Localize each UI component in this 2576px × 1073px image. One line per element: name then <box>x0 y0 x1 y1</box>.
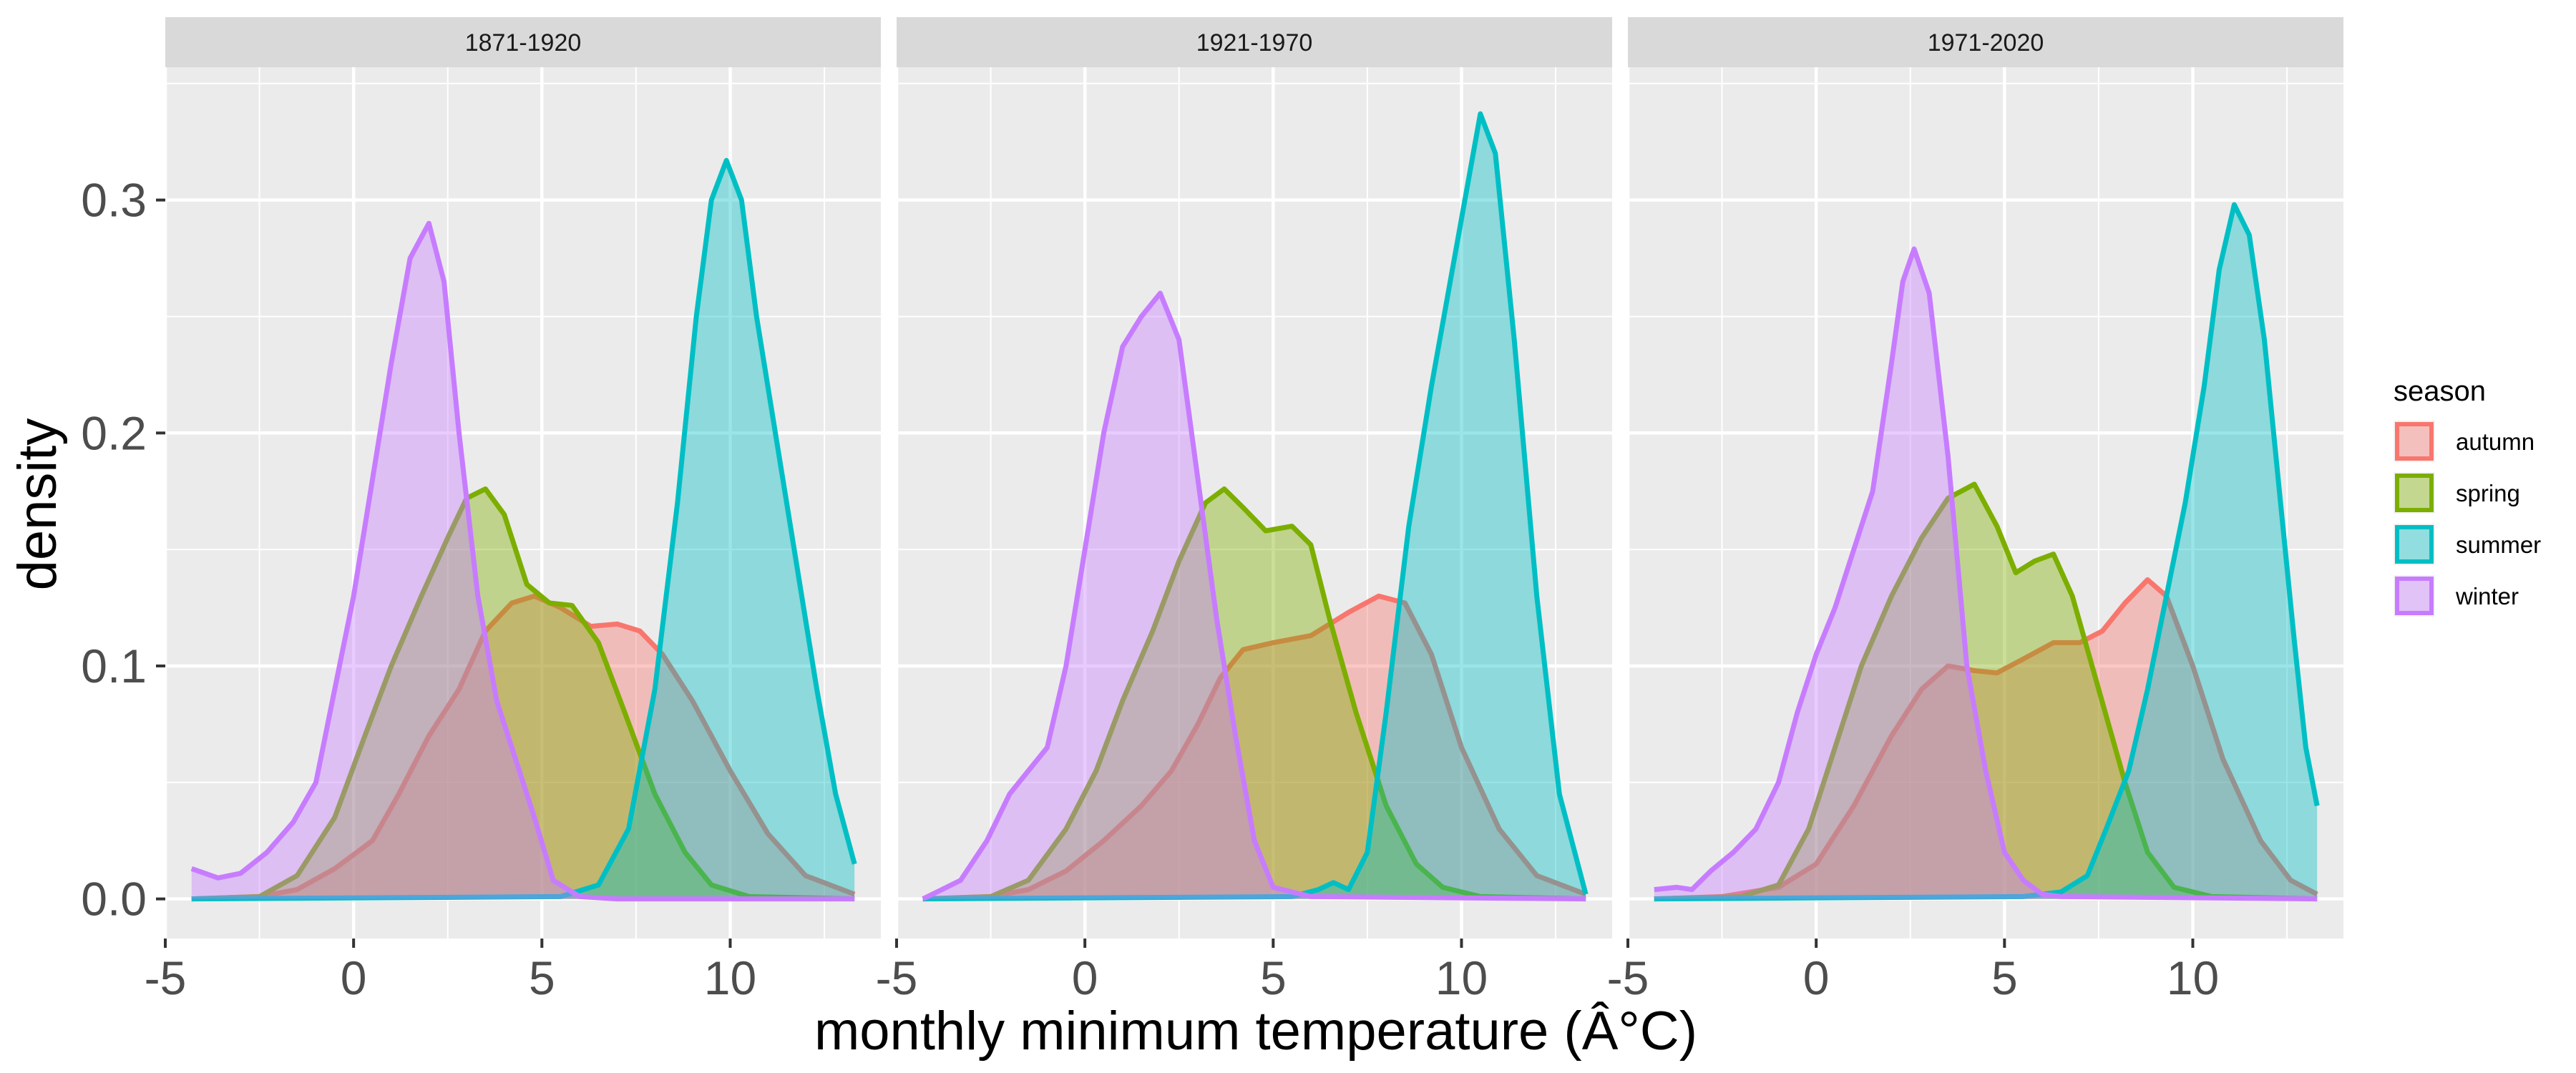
density-line-winter <box>190 220 855 902</box>
x-tick-label: 10 <box>1435 951 1488 1004</box>
density-area-autumn <box>191 596 855 899</box>
facet-strip-label: 1971-2020 <box>1928 29 2044 57</box>
facet-strip-label: 1871-1920 <box>465 29 582 57</box>
x-tick-label: 10 <box>2167 951 2219 1004</box>
legend-key-autumn <box>2395 422 2434 461</box>
density-area-winter <box>191 223 855 899</box>
panel-background <box>165 67 881 939</box>
facet-strip-label: 1921-1970 <box>1196 29 1313 57</box>
density-area-spring <box>922 489 1586 899</box>
density-area-spring <box>191 489 855 899</box>
density-line-winter <box>922 290 1586 902</box>
x-tick-label: -5 <box>1607 951 1649 1004</box>
density-line-summer <box>191 157 857 902</box>
y-axis: 0.0 0.1 0.2 0.3 <box>81 174 165 926</box>
x-tick-label: 0 <box>1803 951 1830 1004</box>
legend-label-spring: spring <box>2456 480 2520 506</box>
x-tick-label: -5 <box>145 951 187 1004</box>
facet-panel: 1921-1970 <box>894 17 1612 939</box>
y-axis-title: density <box>7 418 68 591</box>
x-axes: -5 0 5 10 -5 0 5 10 -5 0 5 10 <box>145 939 2219 1004</box>
density-line-summer <box>922 111 1589 902</box>
density-area-winter <box>922 293 1586 899</box>
legend-key-background <box>2394 421 2435 462</box>
facet-strip <box>1628 17 2343 67</box>
y-tick-label: 0.1 <box>81 640 147 692</box>
x-tick-label: 10 <box>704 951 756 1004</box>
legend-key-background <box>2394 472 2435 514</box>
x-tick-label: -5 <box>876 951 918 1004</box>
y-tick-label: 0.2 <box>81 406 147 459</box>
density-area-summer <box>191 160 855 899</box>
legend: season autumn spring summer winter <box>2394 376 2541 617</box>
density-line-autumn <box>922 593 1587 902</box>
legend-key-summer <box>2395 525 2434 564</box>
density-area-summer <box>922 114 1586 899</box>
x-tick-label: 5 <box>1991 951 2018 1004</box>
facet-panels: 1871-1920 1921-1970 1971-2020 <box>163 17 2343 939</box>
panel-background <box>897 67 1612 939</box>
facet-strip <box>165 17 881 67</box>
legend-key-background <box>2394 524 2435 565</box>
density-line-spring <box>191 486 855 902</box>
y-tick-label: 0.3 <box>81 174 147 227</box>
density-area-summer <box>1654 205 2318 899</box>
x-tick-label: 0 <box>1072 951 1098 1004</box>
legend-key-spring <box>2395 474 2434 512</box>
x-tick-label: 5 <box>1260 951 1287 1004</box>
facet-panel: 1971-2020 <box>1626 17 2343 939</box>
x-tick-label: 0 <box>341 951 367 1004</box>
legend-key-background <box>2394 575 2435 617</box>
facet-strip <box>897 17 1612 67</box>
density-line-spring <box>922 486 1586 902</box>
legend-label-autumn: autumn <box>2456 428 2534 455</box>
legend-label-winter: winter <box>2455 583 2519 609</box>
density-area-winter <box>1654 249 2318 899</box>
legend-label-summer: summer <box>2456 531 2541 558</box>
density-line-autumn <box>191 593 856 902</box>
density-line-winter <box>1654 246 2318 902</box>
density-line-spring <box>1654 481 2318 902</box>
facet-panel: 1871-1920 <box>163 17 881 939</box>
legend-key-winter <box>2395 577 2434 615</box>
legend-title: season <box>2394 376 2486 407</box>
x-tick-label: 5 <box>529 951 555 1004</box>
density-line-summer <box>1654 202 2320 902</box>
density-line-autumn <box>1654 577 2318 902</box>
density-area-autumn <box>922 596 1586 899</box>
y-tick-label: 0.0 <box>81 873 147 926</box>
x-axis-title: monthly minimum temperature (Â°C) <box>814 1001 1697 1062</box>
